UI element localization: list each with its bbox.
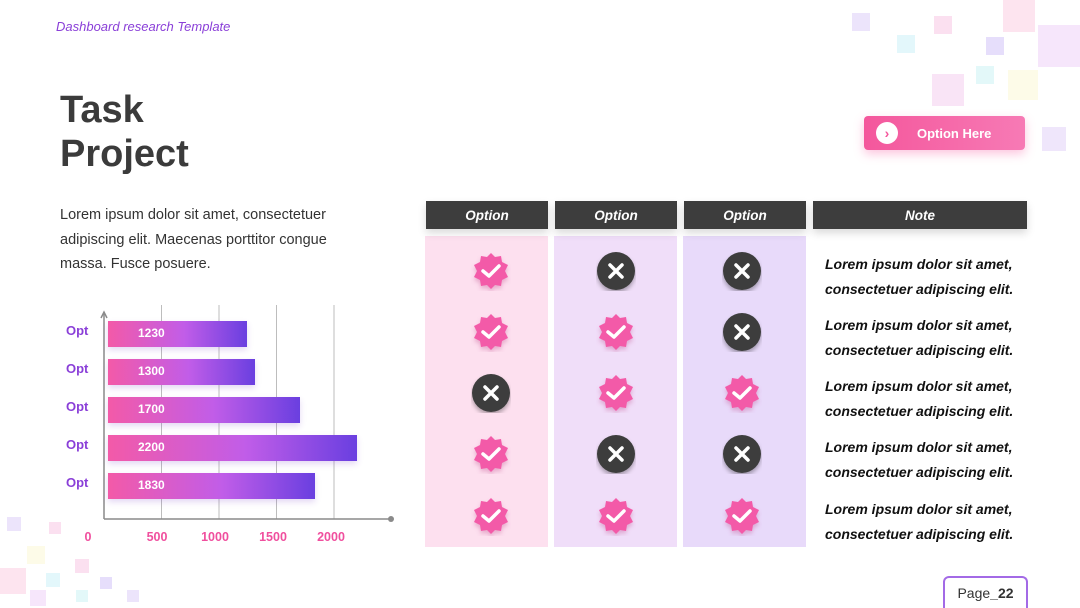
- header-note: Note: [813, 201, 1027, 229]
- page-indicator: Page _22: [943, 576, 1028, 608]
- note-line-2: consectetuer adipiscing elit.: [825, 526, 1014, 542]
- decor-square: [897, 35, 915, 53]
- page-prefix: Page: [957, 585, 991, 601]
- page-number: _22: [990, 585, 1014, 601]
- bar: [108, 397, 301, 423]
- note-line-1: Lorem ipsum dolor sit amet,: [825, 439, 1013, 455]
- note-line-2: consectetuer adipiscing elit.: [825, 281, 1014, 297]
- decor-square: [76, 590, 88, 602]
- note-text: Lorem ipsum dolor sit amet, consectetuer …: [825, 497, 1030, 547]
- x-tick-label: 500: [146, 530, 168, 544]
- y-axis-arrow: [100, 310, 108, 319]
- bar: [108, 321, 247, 347]
- cross-circle-icon: [596, 251, 636, 291]
- category-label: Opt: [66, 475, 89, 490]
- header-option-2: Option: [555, 201, 677, 229]
- note-text: Lorem ipsum dolor sit amet, consectetuer …: [825, 252, 1030, 302]
- note-line-2: consectetuer adipiscing elit.: [825, 342, 1014, 358]
- decor-square: [100, 577, 112, 589]
- decor-square: [976, 66, 994, 84]
- x-tick-label: 2000: [317, 530, 345, 544]
- decor-square: [934, 16, 952, 34]
- category-label: Opt: [66, 323, 89, 338]
- note-line-1: Lorem ipsum dolor sit amet,: [825, 501, 1013, 517]
- option-here-label: Option Here: [917, 125, 992, 141]
- cross-circle-icon: [722, 251, 762, 291]
- category-label: Opt: [66, 361, 89, 376]
- check-badge-icon: [596, 312, 636, 352]
- decor-square: [932, 74, 964, 106]
- chevron-right-icon: ›: [876, 122, 898, 144]
- check-badge-icon: [596, 373, 636, 413]
- title-line-2: Project: [60, 133, 189, 175]
- description-text: Lorem ipsum dolor sit amet, consectetuer…: [60, 207, 327, 272]
- note-text: Lorem ipsum dolor sit amet, consectetuer …: [825, 374, 1030, 424]
- check-badge-icon: [471, 251, 511, 291]
- decor-square: [27, 546, 45, 564]
- decor-square: [127, 590, 139, 602]
- note-line-2: consectetuer adipiscing elit.: [825, 464, 1014, 480]
- decor-square: [1042, 127, 1066, 151]
- option-here-button[interactable]: › Option Here: [864, 116, 1025, 150]
- bar: [108, 359, 255, 385]
- check-badge-icon: [722, 373, 762, 413]
- decor-square: [75, 559, 89, 573]
- chart-axes: [100, 305, 394, 522]
- check-badge-icon: [471, 312, 511, 352]
- decor-square: [49, 522, 61, 534]
- category-label: Opt: [66, 437, 89, 452]
- header-option-1: Option: [426, 201, 548, 229]
- note-line-1: Lorem ipsum dolor sit amet,: [825, 256, 1013, 272]
- cross-circle-icon: [471, 373, 511, 413]
- page-title: Task Project: [60, 88, 189, 176]
- note-text: Lorem ipsum dolor sit amet, consectetuer …: [825, 435, 1030, 485]
- x-axis-end-dot: [388, 516, 394, 522]
- bar-value-label: 1300: [138, 364, 165, 378]
- title-line-1: Task: [60, 89, 144, 131]
- header-option-3: Option: [684, 201, 806, 229]
- check-badge-icon: [471, 496, 511, 536]
- cross-circle-icon: [722, 434, 762, 474]
- decor-square: [1008, 70, 1038, 100]
- check-badge-icon: [471, 434, 511, 474]
- bar-value-label: 1700: [138, 402, 165, 416]
- decor-square: [1003, 0, 1035, 32]
- x-tick-label: 0: [84, 530, 92, 544]
- decor-square: [1038, 25, 1080, 67]
- decor-square: [852, 13, 870, 31]
- note-line-1: Lorem ipsum dolor sit amet,: [825, 317, 1013, 333]
- x-tick-label: 1000: [201, 530, 229, 544]
- note-line-1: Lorem ipsum dolor sit amet,: [825, 378, 1013, 394]
- x-tick-label: 1500: [259, 530, 287, 544]
- cross-circle-icon: [596, 434, 636, 474]
- bar: [108, 435, 357, 461]
- decor-square: [7, 517, 21, 531]
- bar-chart: 1230 Opt 1300 Opt 1700 Opt 2200 Opt 1830 Opt 0 500 1…: [0, 0, 420, 608]
- check-badge-icon: [596, 496, 636, 536]
- bar: [108, 473, 315, 499]
- category-label: Opt: [66, 399, 89, 414]
- note-line-2: consectetuer adipiscing elit.: [825, 403, 1014, 419]
- note-text: Lorem ipsum dolor sit amet, consectetuer …: [825, 313, 1030, 363]
- check-badge-icon: [722, 496, 762, 536]
- bar-value-label: 2200: [138, 440, 165, 454]
- decor-square: [46, 573, 60, 587]
- decor-square: [986, 37, 1004, 55]
- cross-circle-icon: [722, 312, 762, 352]
- decor-square: [30, 590, 46, 606]
- bar-value-label: 1230: [138, 326, 165, 340]
- decor-square: [0, 568, 26, 594]
- template-label: Dashboard research Template: [56, 19, 231, 34]
- bar-value-label: 1830: [138, 478, 165, 492]
